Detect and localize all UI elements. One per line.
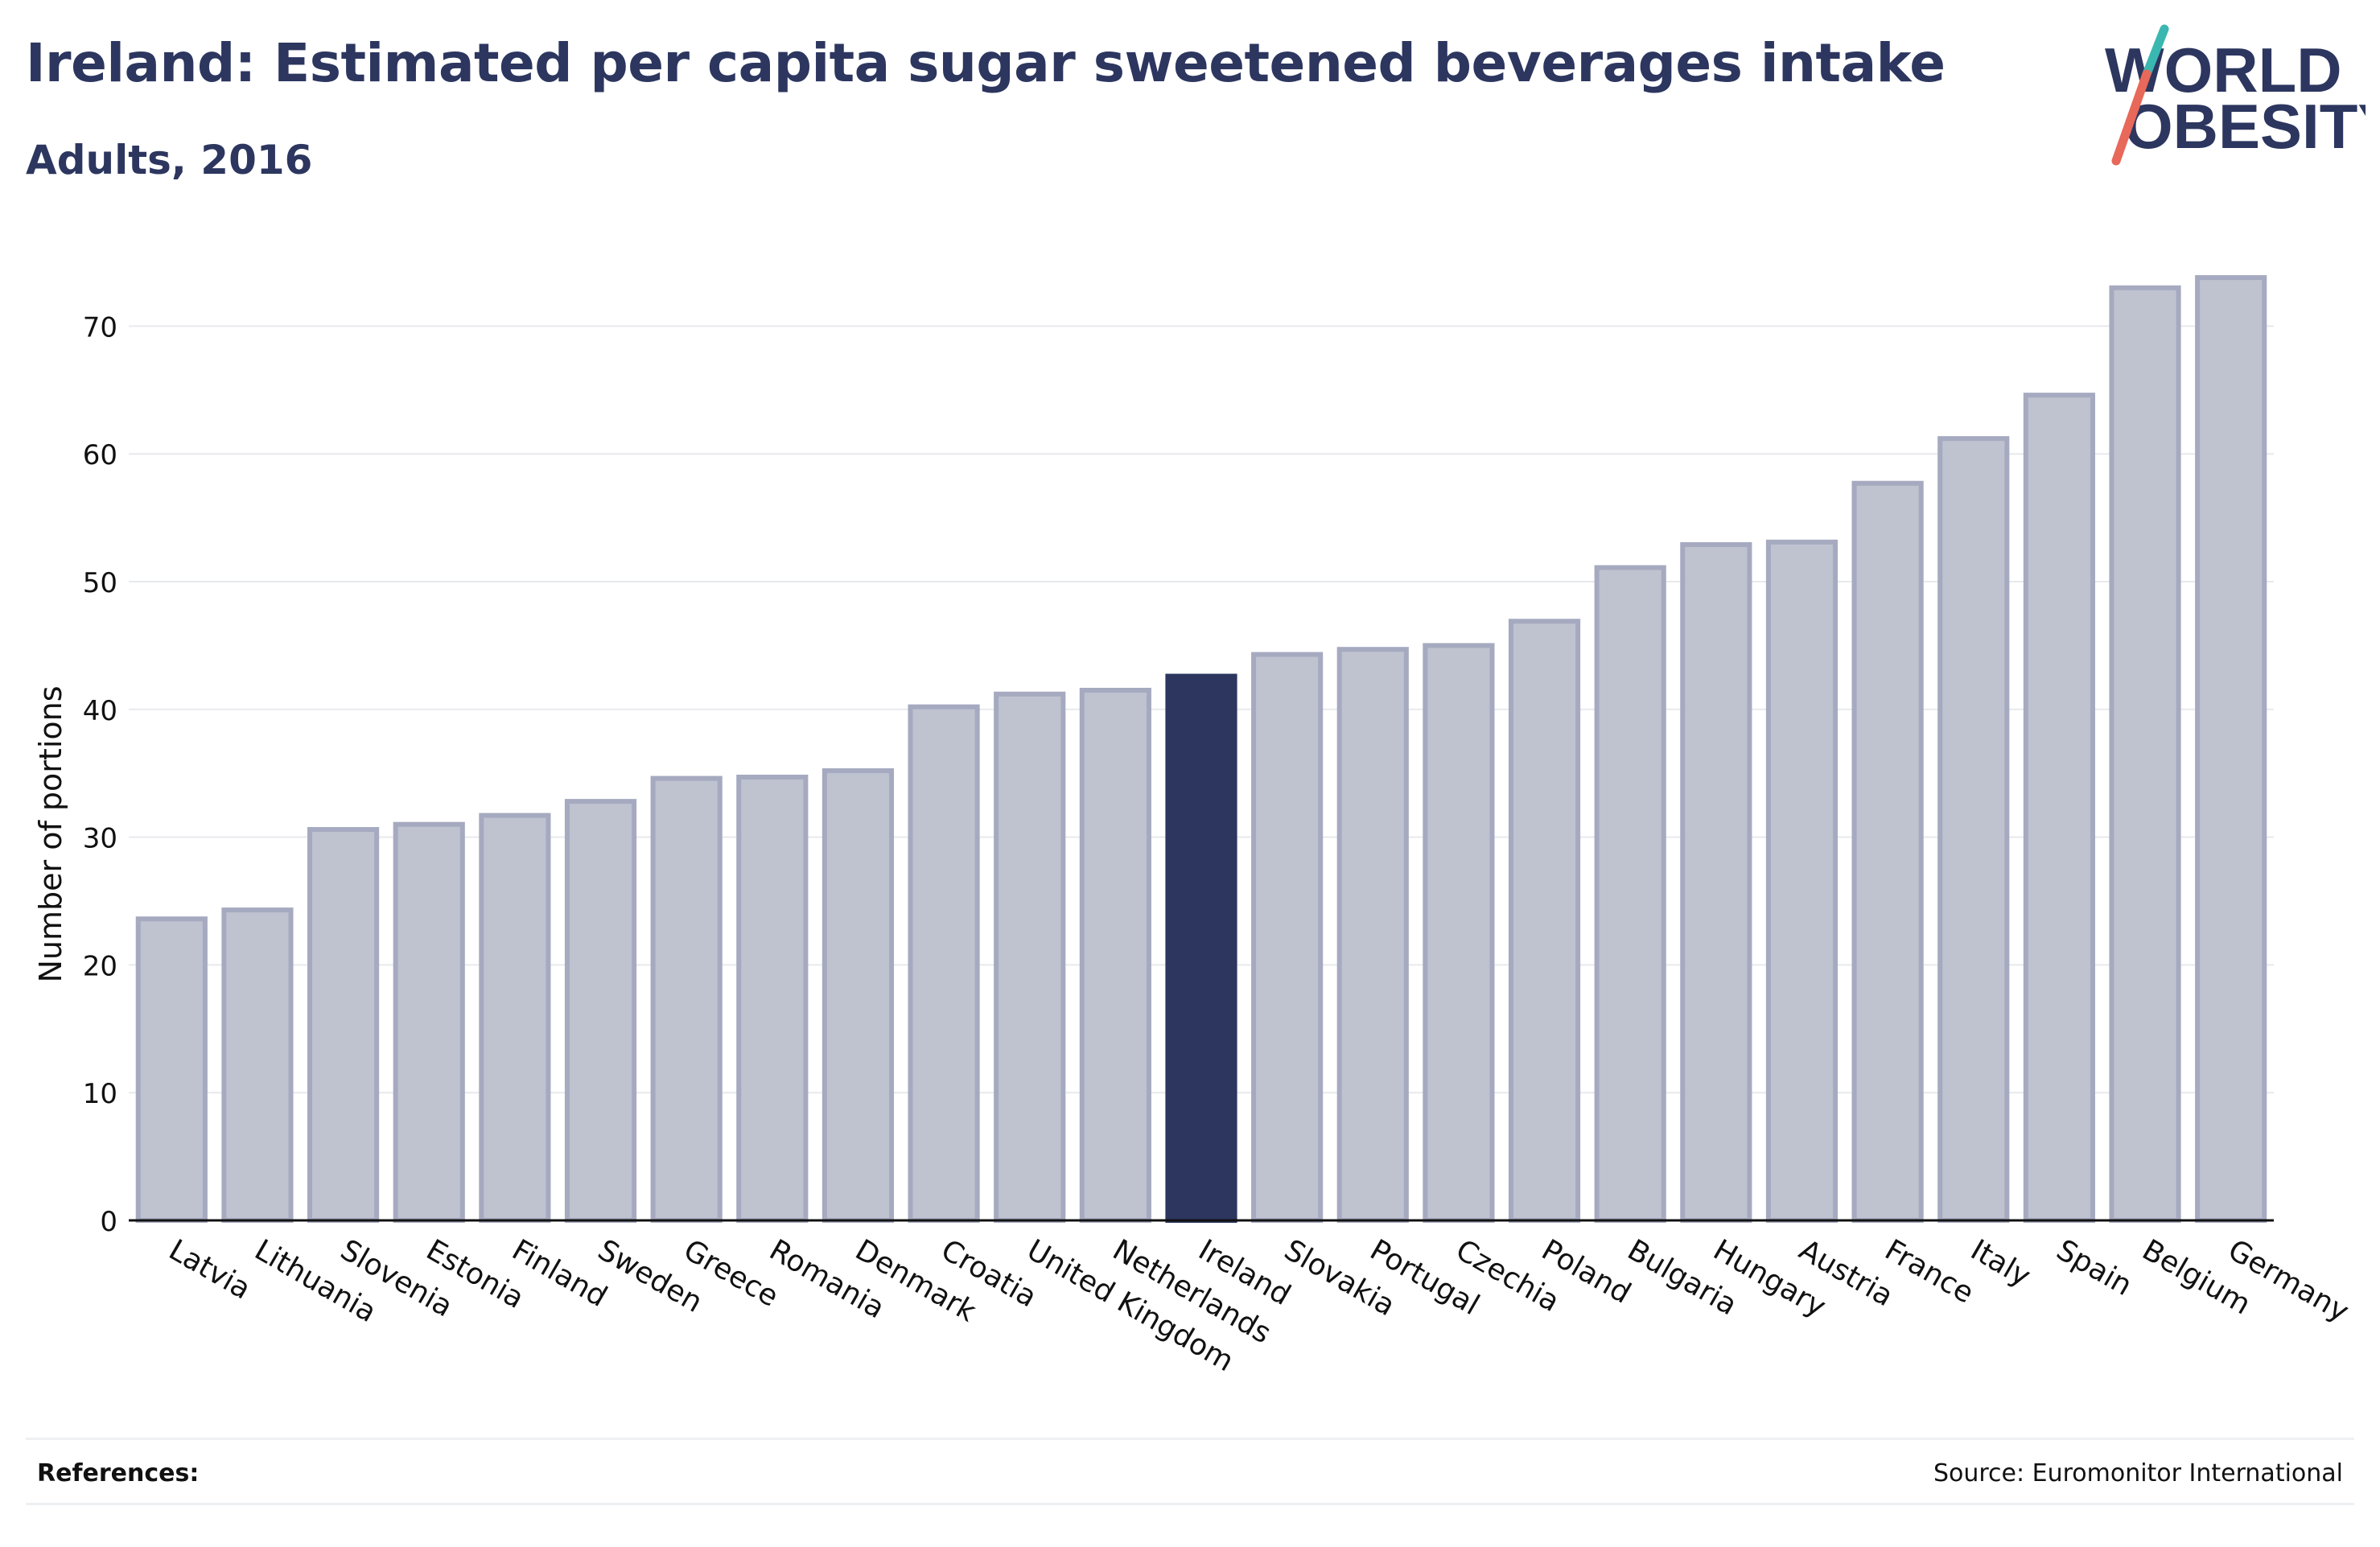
x-tick-label: Finland [506, 1233, 612, 1314]
bar [2109, 285, 2181, 1223]
y-tick-label: 50 [83, 567, 117, 599]
bar [1079, 687, 1151, 1223]
bar [1508, 619, 1581, 1223]
bar [307, 827, 380, 1224]
x-tick-label: Latvia [163, 1233, 256, 1306]
bar [221, 907, 294, 1223]
y-tick-label: 30 [83, 823, 117, 855]
bar [1765, 539, 1839, 1223]
y-tick-labels: 0 10 20 30 40 50 60 70 [83, 311, 117, 1238]
references-label: References: [37, 1459, 200, 1487]
bar [1423, 643, 1495, 1223]
bar [2195, 275, 2267, 1223]
x-tick-label: France [1880, 1233, 1979, 1310]
chart-subtitle: Adults, 2016 [26, 137, 313, 183]
x-tick-labels: LatviaLithuaniaSloveniaEstoniaFinlandSwe… [163, 1233, 2354, 1378]
footer: References: Source: Euromonitor Internat… [26, 1438, 2354, 1505]
y-axis-label: Number of portions [33, 685, 68, 982]
y-tick-label: 70 [83, 311, 117, 344]
bar [736, 774, 809, 1223]
logo-slash-top [2142, 24, 2169, 79]
bar [1680, 541, 1752, 1223]
bar [393, 821, 465, 1223]
y-tick-label: 60 [83, 439, 117, 471]
bar-highlighted [1165, 673, 1237, 1223]
y-tick-label: 10 [83, 1078, 117, 1110]
logo-slash-bottom [2111, 69, 2151, 166]
source-text: Source: Euromonitor International [1933, 1459, 2343, 1487]
bar [135, 916, 208, 1224]
bar [650, 776, 723, 1223]
y-tick-label: 0 [100, 1206, 117, 1238]
bar [994, 691, 1066, 1223]
bar [1336, 647, 1409, 1223]
bar [1594, 565, 1666, 1223]
bar [564, 799, 637, 1223]
bar [479, 813, 551, 1223]
bar [2023, 393, 2095, 1224]
y-tick-label: 40 [83, 695, 117, 727]
logo-text-line2: OBESITY [2124, 91, 2366, 162]
bar [1937, 436, 2010, 1223]
world-obesity-logo: WORLD OBESITY [2105, 24, 2366, 166]
bar [821, 768, 895, 1223]
bars [135, 275, 2267, 1224]
bar [908, 704, 980, 1223]
bar [1851, 480, 1924, 1223]
bar [1251, 652, 1324, 1223]
x-tick-label: Spain [2051, 1233, 2138, 1302]
chart-title: Ireland: Estimated per capita sugar swee… [26, 32, 1946, 94]
y-tick-label: 20 [83, 950, 117, 982]
